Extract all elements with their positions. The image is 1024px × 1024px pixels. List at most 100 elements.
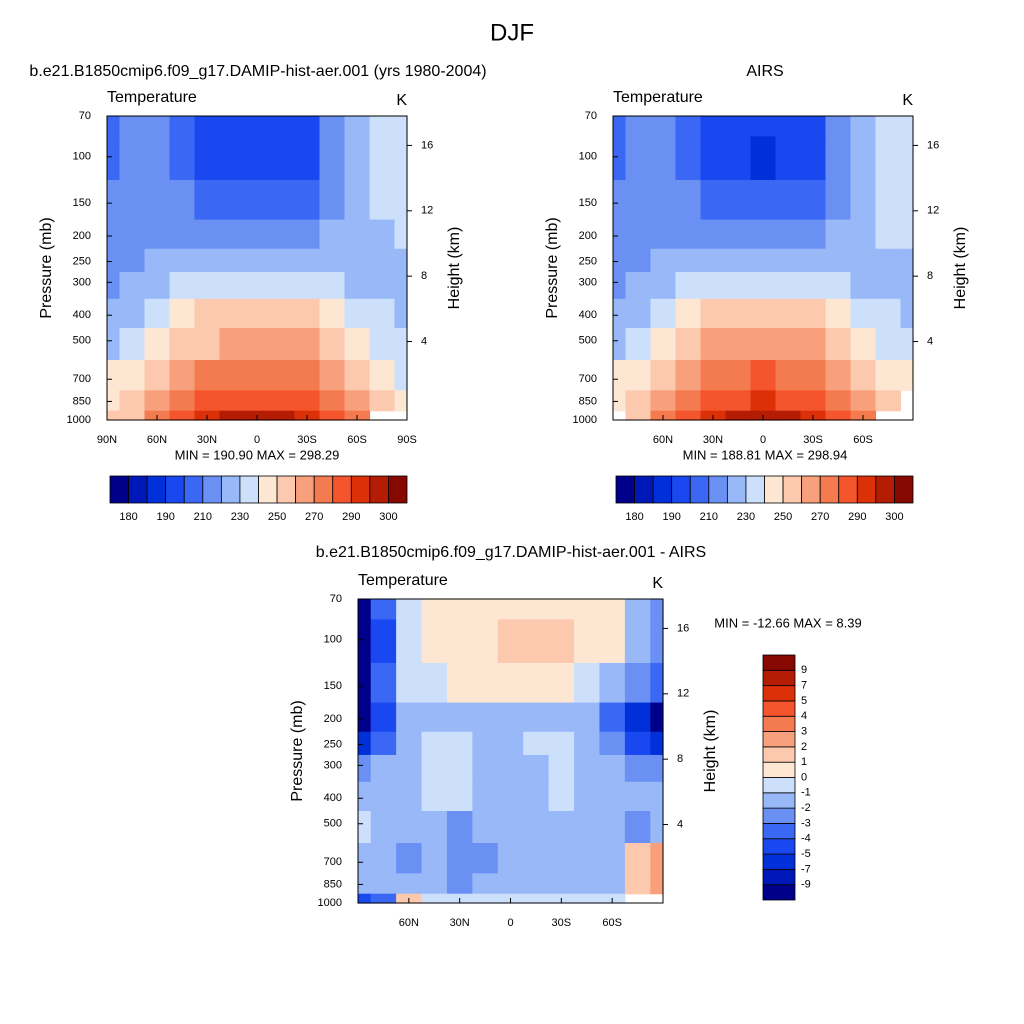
y-tick-label: 150 — [73, 197, 91, 209]
contour-cell — [294, 219, 321, 250]
colorbar-label: 270 — [305, 511, 323, 523]
colorbar-box — [220, 475, 241, 504]
contour-cell — [625, 219, 652, 250]
contour-cell — [358, 873, 372, 895]
contour-cell — [472, 842, 499, 874]
colorbar-label: -2 — [801, 802, 811, 814]
y-tick-label: 850 — [73, 395, 91, 407]
contour-cell — [319, 410, 346, 421]
contour-cell — [650, 702, 664, 733]
contour-cell — [107, 298, 121, 329]
contour-cell — [269, 298, 296, 329]
contour-cell — [294, 248, 321, 273]
colorbar-box — [762, 731, 796, 748]
contour-cell — [369, 298, 396, 329]
colorbar-label: -5 — [801, 848, 811, 860]
contour-cell — [750, 116, 777, 137]
contour-cell — [269, 390, 296, 412]
contour-cell — [624, 842, 651, 874]
contour-cell — [219, 136, 246, 181]
contour-cell — [396, 842, 423, 874]
contour-cell — [725, 116, 752, 137]
contour-cell — [750, 136, 777, 181]
contour-cell — [613, 298, 627, 329]
contour-cell — [219, 328, 246, 361]
panel-title: b.e21.B1850cmip6.f09_g17.DAMIP-hist-aer.… — [29, 63, 486, 80]
contour-cell — [244, 298, 271, 329]
contour-cell — [574, 702, 601, 733]
contour-cell — [850, 179, 877, 221]
contour-cell — [725, 410, 752, 421]
x-tick-label: 0 — [760, 434, 766, 446]
contour-cell — [800, 219, 827, 250]
x-tick-label: 90N — [97, 434, 117, 446]
contour-cell — [394, 219, 408, 250]
x-tick-label: 60N — [653, 434, 673, 446]
y2-tick-label: 4 — [421, 335, 427, 347]
contour-cell — [119, 136, 146, 181]
contour-cell — [269, 248, 296, 273]
colorbar-box — [295, 475, 315, 504]
contour-cell — [548, 599, 575, 620]
contour-cell — [875, 390, 902, 412]
contour-cell — [650, 271, 677, 300]
contour-cell — [244, 219, 271, 250]
y-tick-label: 700 — [579, 373, 597, 385]
contour-cell — [875, 248, 902, 273]
contour-cell — [825, 298, 852, 329]
contour-cell — [396, 599, 423, 620]
contour-cell — [169, 298, 196, 329]
contour-cell — [369, 359, 396, 391]
contour-cell — [421, 754, 448, 783]
contour-cell — [144, 116, 171, 137]
contour-cell — [421, 599, 448, 620]
colorbar-box — [671, 475, 691, 504]
contour-cell — [650, 754, 664, 783]
contour-cell — [394, 328, 408, 361]
colorbar-label: 0 — [801, 771, 807, 783]
contour-cell — [548, 662, 575, 704]
contour-cell — [574, 811, 601, 844]
contour-cell — [294, 298, 321, 329]
contour-cell — [396, 731, 423, 756]
contour-cell — [396, 619, 423, 664]
y-tick-label: 100 — [73, 151, 91, 163]
contour-cell — [725, 390, 752, 412]
contour-cell — [421, 842, 448, 874]
y-tick-label: 250 — [579, 255, 597, 267]
contour-cell — [624, 873, 651, 895]
contour-cell — [370, 662, 397, 704]
colorbar-label: 300 — [379, 511, 397, 523]
contour-cell — [497, 873, 524, 895]
colorbar-label: 290 — [342, 511, 360, 523]
contour-cell — [394, 136, 408, 181]
contour-cell — [875, 328, 902, 361]
contour-cell — [472, 731, 499, 756]
contour-cell — [421, 873, 448, 895]
colorbar-box — [762, 792, 796, 809]
contour-cell — [650, 811, 664, 844]
contour-cell — [625, 328, 652, 361]
right-string: K — [902, 92, 913, 109]
contour-cell — [169, 328, 196, 361]
contour-cell — [800, 136, 827, 181]
x-tick-label: 30S — [297, 434, 317, 446]
contour-cell — [446, 702, 473, 733]
left-string: Temperature — [107, 89, 197, 106]
min-max: MIN = -12.66 MAX = 8.39 — [714, 615, 861, 630]
contour-cell — [574, 619, 601, 664]
colorbar-box — [388, 475, 408, 504]
y-tick-label: 400 — [73, 309, 91, 321]
contour-cell — [548, 754, 575, 783]
colorbar-label: 5 — [801, 695, 807, 707]
y-tick-label: 1000 — [67, 414, 91, 426]
contour-cell — [650, 842, 664, 874]
contour-cell — [825, 248, 852, 273]
contour-cell — [344, 179, 371, 221]
contour-cell — [269, 136, 296, 181]
contour-cell — [800, 298, 827, 329]
contour-cell — [194, 219, 221, 250]
contour-cell — [650, 248, 677, 273]
x-tick-label: 30S — [803, 434, 823, 446]
contour-cell — [358, 754, 372, 783]
